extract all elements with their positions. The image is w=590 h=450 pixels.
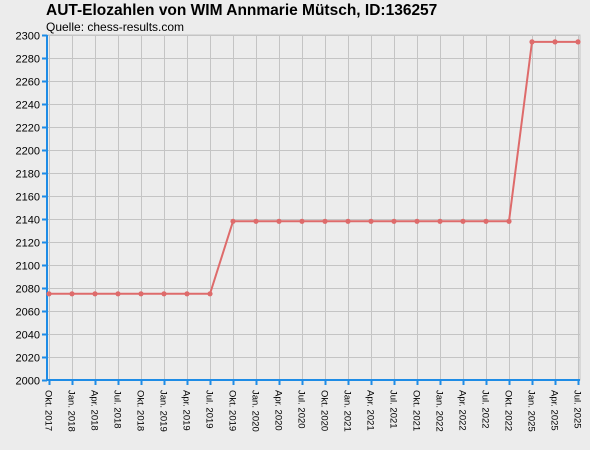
- data-point: [483, 218, 489, 224]
- data-point: [46, 291, 52, 297]
- y-tick-label: 2140: [16, 215, 40, 227]
- data-point: [184, 291, 190, 297]
- x-tick-label: Okt. 2022: [503, 390, 514, 431]
- x-tick-label: Jul. 2019: [204, 390, 215, 429]
- data-point: [207, 291, 213, 297]
- y-tick-label: 2300: [16, 31, 40, 43]
- data-point: [322, 218, 328, 224]
- y-tick-label: 2020: [16, 353, 40, 365]
- chart-title: AUT-Elozahlen von WIM Annmarie Mütsch, I…: [46, 2, 438, 19]
- x-tick-label: Apr. 2022: [457, 390, 468, 431]
- data-point: [299, 218, 305, 224]
- data-point: [69, 291, 75, 297]
- data-point: [460, 218, 466, 224]
- y-tick-label: 2060: [16, 307, 40, 319]
- chart-subtitle: Quelle: chess-results.com: [46, 20, 185, 34]
- data-point: [161, 291, 167, 297]
- x-tick-label: Apr. 2020: [273, 390, 284, 431]
- x-tick-label: Jul. 2022: [480, 390, 491, 429]
- y-tick-label: 2220: [16, 123, 40, 135]
- y-tick-label: 2000: [16, 376, 40, 388]
- x-tick-label: Okt. 2020: [319, 390, 330, 431]
- data-point: [276, 218, 282, 224]
- data-point: [391, 218, 397, 224]
- y-tick-label: 2100: [16, 261, 40, 273]
- x-tick-label: Apr. 2021: [365, 390, 376, 431]
- x-tick-label: Jan. 2020: [250, 390, 261, 432]
- data-point: [414, 218, 420, 224]
- data-point: [230, 218, 236, 224]
- y-tick-label: 2040: [16, 330, 40, 342]
- x-tick-label: Apr. 2019: [181, 390, 192, 431]
- y-tick-label: 2260: [16, 77, 40, 89]
- data-point: [575, 39, 581, 45]
- y-tick-label: 2080: [16, 284, 40, 296]
- x-tick-label: Jan. 2021: [342, 390, 353, 432]
- data-point: [345, 218, 351, 224]
- y-tick-label: 2280: [16, 54, 40, 66]
- x-tick-label: Jan. 2025: [526, 390, 537, 432]
- grid-lines: [46, 34, 581, 381]
- series-layer: [46, 39, 581, 297]
- x-tick-label: Apr. 2025: [549, 390, 560, 431]
- data-point: [368, 218, 374, 224]
- plot-border: [46, 34, 581, 381]
- x-tick-label: Jul. 2021: [388, 390, 399, 429]
- x-tick-label: Jul. 2020: [296, 390, 307, 429]
- data-point: [115, 291, 121, 297]
- x-tick-label: Okt. 2019: [227, 390, 238, 431]
- y-tick-label: 2180: [16, 169, 40, 181]
- data-point: [529, 39, 535, 45]
- y-axis-ticks: 2000 2020 2040 2060 2080 2100 2120 2140 2160 2180…: [16, 31, 40, 388]
- x-tick-label: Jan. 2019: [158, 390, 169, 432]
- x-tick-label: Jul. 2018: [112, 390, 123, 429]
- x-axis-ticks: Okt. 2017 Jan. 2018 Apr. 2018 Jul. 2018 Okt.…: [43, 390, 583, 432]
- data-point: [506, 218, 512, 224]
- series-line: [49, 40, 578, 295]
- y-tick-label: 2120: [16, 238, 40, 250]
- x-tick-label: Okt. 2021: [411, 390, 422, 431]
- x-tick-label: Okt. 2018: [135, 390, 146, 431]
- data-point: [138, 291, 144, 297]
- x-tick-label: Jan. 2022: [434, 390, 445, 432]
- x-tick-label: Jan. 2018: [66, 390, 77, 432]
- data-point: [92, 291, 98, 297]
- y-tick-label: 2240: [16, 100, 40, 112]
- x-tick-label: Jul. 2025: [572, 390, 583, 429]
- y-tick-label: 2160: [16, 192, 40, 204]
- data-point: [552, 39, 558, 45]
- y-tick-label: 2200: [16, 146, 40, 158]
- x-tick-label: Apr. 2018: [89, 390, 100, 431]
- data-point: [253, 218, 259, 224]
- data-point: [437, 218, 443, 224]
- axes: [42, 34, 580, 385]
- x-tick-label: Okt. 2017: [43, 390, 54, 431]
